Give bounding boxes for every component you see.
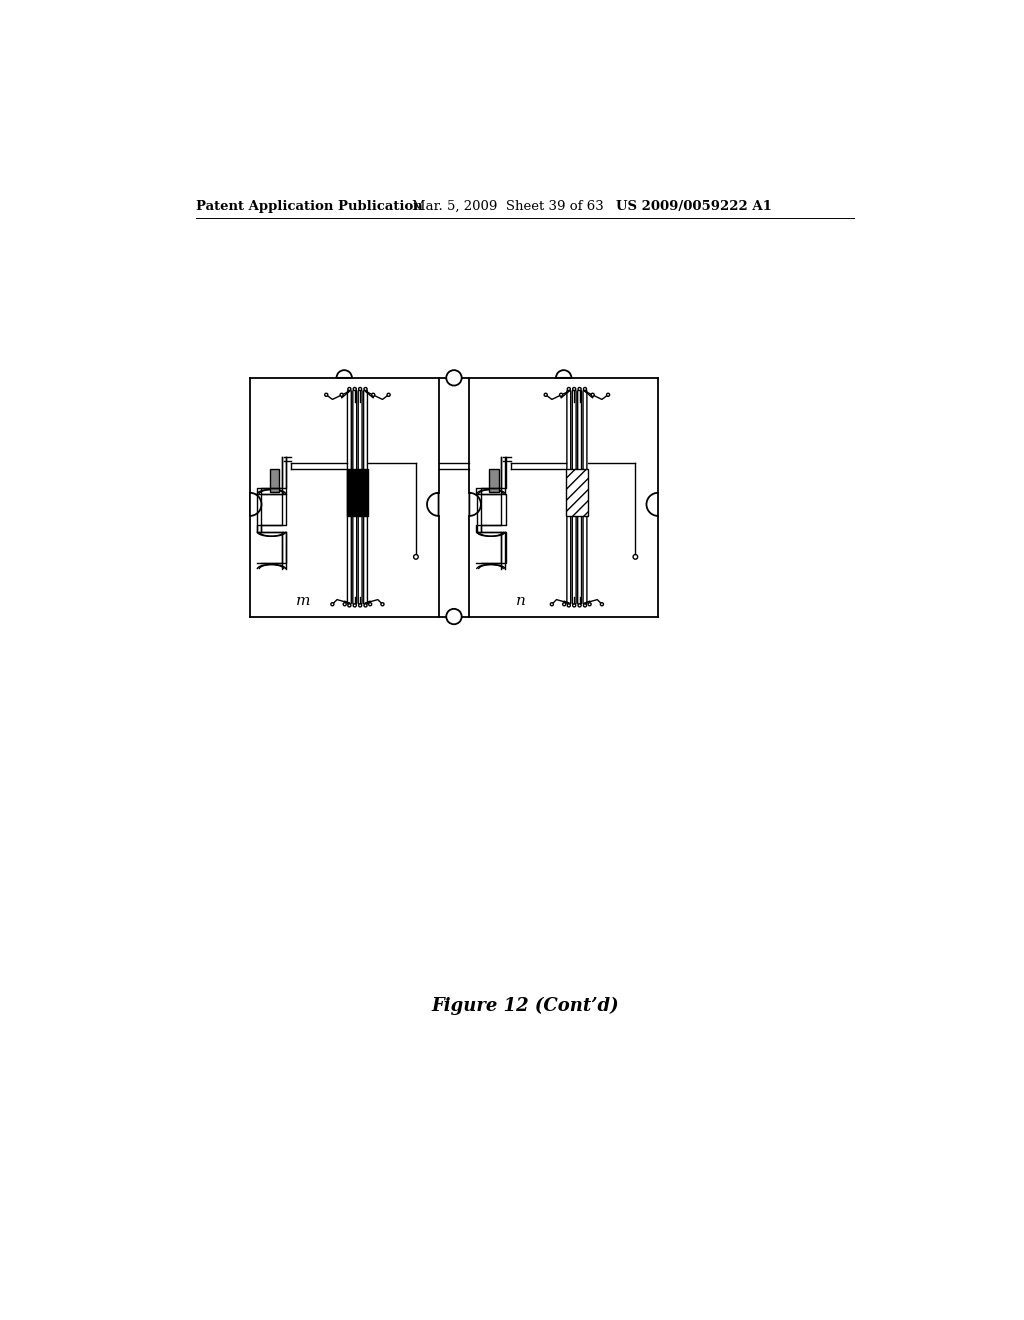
Circle shape [358, 388, 361, 391]
FancyBboxPatch shape [364, 389, 368, 605]
Wedge shape [250, 492, 261, 516]
Circle shape [591, 393, 594, 396]
Text: n: n [515, 594, 525, 609]
Bar [489, 469, 499, 491]
Circle shape [353, 603, 356, 607]
Circle shape [578, 388, 582, 391]
FancyBboxPatch shape [347, 389, 351, 605]
Circle shape [588, 603, 591, 606]
FancyBboxPatch shape [358, 389, 362, 605]
Circle shape [606, 393, 609, 396]
Circle shape [348, 388, 351, 391]
Text: Patent Application Publication: Patent Application Publication [196, 199, 423, 213]
Circle shape [559, 393, 562, 396]
Circle shape [364, 388, 367, 391]
FancyBboxPatch shape [578, 389, 582, 605]
Circle shape [340, 393, 343, 396]
Circle shape [578, 603, 582, 607]
Circle shape [584, 603, 587, 607]
FancyBboxPatch shape [353, 389, 356, 605]
Circle shape [343, 603, 346, 606]
Circle shape [331, 603, 334, 606]
Circle shape [348, 603, 351, 607]
Wedge shape [556, 370, 571, 378]
FancyBboxPatch shape [567, 389, 570, 605]
Circle shape [364, 603, 367, 607]
Circle shape [381, 603, 384, 606]
Text: Figure 12 (Cont’d): Figure 12 (Cont’d) [431, 997, 618, 1015]
Circle shape [369, 603, 372, 606]
Wedge shape [427, 492, 438, 516]
FancyBboxPatch shape [572, 389, 577, 605]
Circle shape [600, 603, 603, 606]
Text: Mar. 5, 2009  Sheet 39 of 63: Mar. 5, 2009 Sheet 39 of 63 [412, 199, 603, 213]
Circle shape [562, 603, 565, 606]
Circle shape [358, 603, 361, 607]
Bar [566, 469, 588, 516]
Circle shape [414, 554, 418, 560]
Text: US 2009/0059222 A1: US 2009/0059222 A1 [615, 199, 771, 213]
Circle shape [372, 393, 375, 396]
Circle shape [572, 603, 575, 607]
FancyBboxPatch shape [583, 389, 587, 605]
Wedge shape [337, 370, 352, 378]
Circle shape [567, 603, 570, 607]
Circle shape [446, 609, 462, 624]
Wedge shape [469, 492, 481, 516]
Circle shape [353, 388, 356, 391]
Circle shape [550, 603, 553, 606]
Circle shape [544, 393, 547, 396]
Circle shape [633, 554, 638, 560]
Text: m: m [296, 594, 310, 609]
Circle shape [584, 388, 587, 391]
Bar [270, 469, 280, 491]
Circle shape [567, 388, 570, 391]
Circle shape [387, 393, 390, 396]
Circle shape [446, 370, 462, 385]
Bar [347, 469, 369, 516]
Circle shape [325, 393, 328, 396]
Circle shape [572, 388, 575, 391]
Wedge shape [646, 492, 658, 516]
